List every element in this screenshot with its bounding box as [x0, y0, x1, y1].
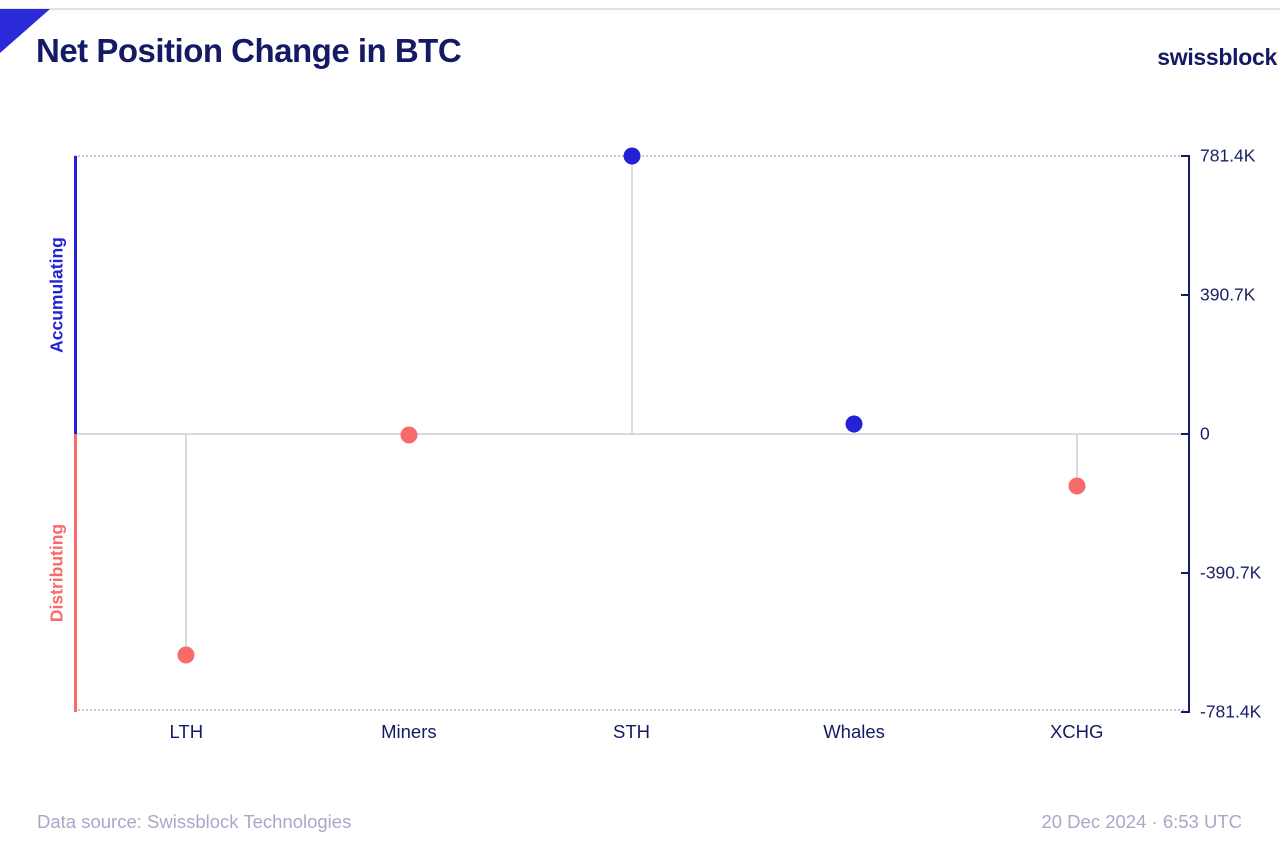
stem-lth	[185, 434, 188, 656]
brand-logo: swissblock	[1157, 44, 1277, 70]
x-category-label-lth: LTH	[169, 721, 204, 742]
x-category-label-miners: Miners	[381, 721, 437, 742]
y-axis-tick	[1181, 155, 1190, 157]
y-tick-label: 390.7K	[1200, 284, 1256, 305]
x-category-label-xchg: XCHG	[1049, 721, 1104, 742]
y-tick-label: 781.4K	[1200, 145, 1256, 166]
data-point-whales	[845, 415, 863, 433]
y-axis-tick-labels: 781.4K 390.7K 0 -390.7K -781.4K	[1200, 146, 1280, 722]
data-point-sth	[623, 147, 640, 165]
distributing-axis-label: Distributing	[46, 523, 67, 623]
left-axis-accumulating-segment	[74, 156, 77, 434]
brand-corner-triangle-icon	[0, 9, 50, 53]
y-tick-label: -390.7K	[1200, 562, 1262, 583]
y-axis-tick	[1181, 572, 1190, 574]
y-tick-label: 0	[1200, 423, 1210, 444]
y-axis-tick	[1181, 433, 1190, 435]
data-point-xchg	[1068, 477, 1086, 495]
timestamp: 20 Dec 2024 · 6:53 UTC	[1041, 811, 1242, 832]
accumulating-axis-label: Accumulating	[46, 237, 67, 353]
left-axis-distributing-segment	[74, 434, 77, 712]
y-axis-tick	[1181, 294, 1190, 296]
x-category-label-sth: STH	[612, 721, 650, 742]
x-axis-category-labels: LTH Miners STH Whales XCHG	[75, 721, 1188, 743]
chart-title: Net Position Change in BTC	[36, 32, 462, 69]
gridline-bottom-dotted	[75, 709, 1184, 711]
data-source-note: Data source: Swissblock Technologies	[37, 811, 352, 832]
data-point-lth	[177, 646, 195, 664]
x-category-label-whales: Whales	[823, 721, 885, 742]
data-point-miners	[400, 426, 418, 444]
y-axis-tick	[1181, 711, 1190, 713]
stem-sth	[630, 156, 633, 434]
zero-baseline	[75, 433, 1188, 435]
stem-xchg	[1075, 434, 1078, 486]
header-divider-line	[0, 8, 1280, 10]
y-tick-label: -781.4K	[1200, 701, 1262, 722]
plot-area	[74, 147, 1190, 713]
